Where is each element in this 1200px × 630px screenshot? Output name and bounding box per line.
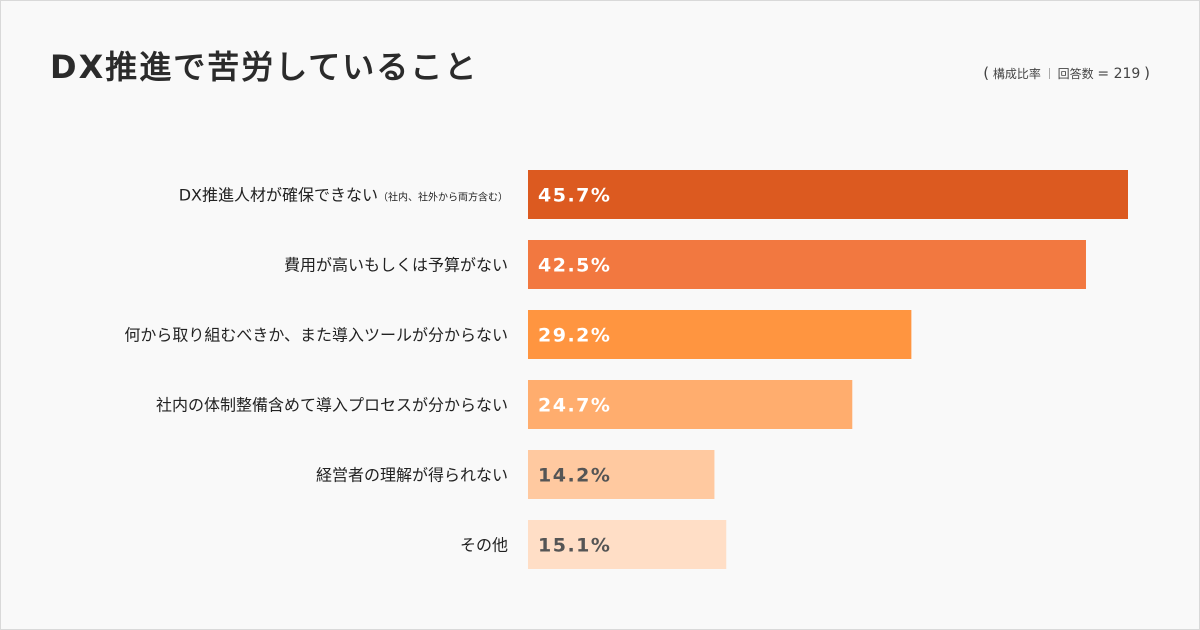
category-label-text: 何から取り組むべきか、また導入ツールが分からない (124, 326, 508, 345)
bar (528, 240, 1086, 289)
meta-ratio-label: 構成比率 (992, 67, 1041, 81)
category-label-text: 経営者の理解が得られない (316, 466, 508, 485)
meta-respondents-count: = 219 (1097, 66, 1141, 82)
bar-value-label: 29.2% (538, 325, 611, 347)
bar-value-label: 24.7% (538, 395, 611, 417)
category-label: 経営者の理解が得られない (316, 466, 508, 485)
sample-info: ( 構成比率 回答数 = 219 ) (983, 64, 1150, 82)
category-label: 何から取り組むべきか、また導入ツールが分からない (124, 326, 508, 345)
bar (528, 310, 912, 359)
category-label-text: その他 (460, 536, 508, 555)
category-label: DX推進人材が確保できない（社内、社外から両方含む） (179, 186, 508, 205)
category-label: 社内の体制整備含めて導入プロセスが分からない (156, 396, 508, 415)
category-label: 費用が高いもしくは予算がない (284, 256, 508, 275)
page-title: DX推進で苦労していること (50, 48, 479, 86)
meta-open-paren: ( (983, 64, 990, 82)
bar (528, 380, 853, 429)
category-label-text: DX推進人材が確保できない (179, 186, 378, 205)
bar-value-label: 42.5% (538, 255, 611, 277)
bar-value-label: 45.7% (538, 185, 611, 207)
bar-value-label: 14.2% (538, 465, 611, 487)
bar (528, 520, 727, 569)
category-label: その他 (460, 536, 508, 555)
bar (528, 450, 715, 499)
meta-close-paren: ) (1144, 64, 1150, 82)
meta-respondents-label: 回答数 (1057, 67, 1094, 81)
category-note: （社内、社外から両方含む） (378, 191, 508, 204)
meta-divider (1048, 68, 1050, 79)
bar (528, 170, 1128, 219)
bar-value-label: 15.1% (538, 535, 611, 557)
category-label-text: 費用が高いもしくは予算がない (284, 256, 508, 275)
category-label-text: 社内の体制整備含めて導入プロセスが分からない (156, 396, 508, 415)
